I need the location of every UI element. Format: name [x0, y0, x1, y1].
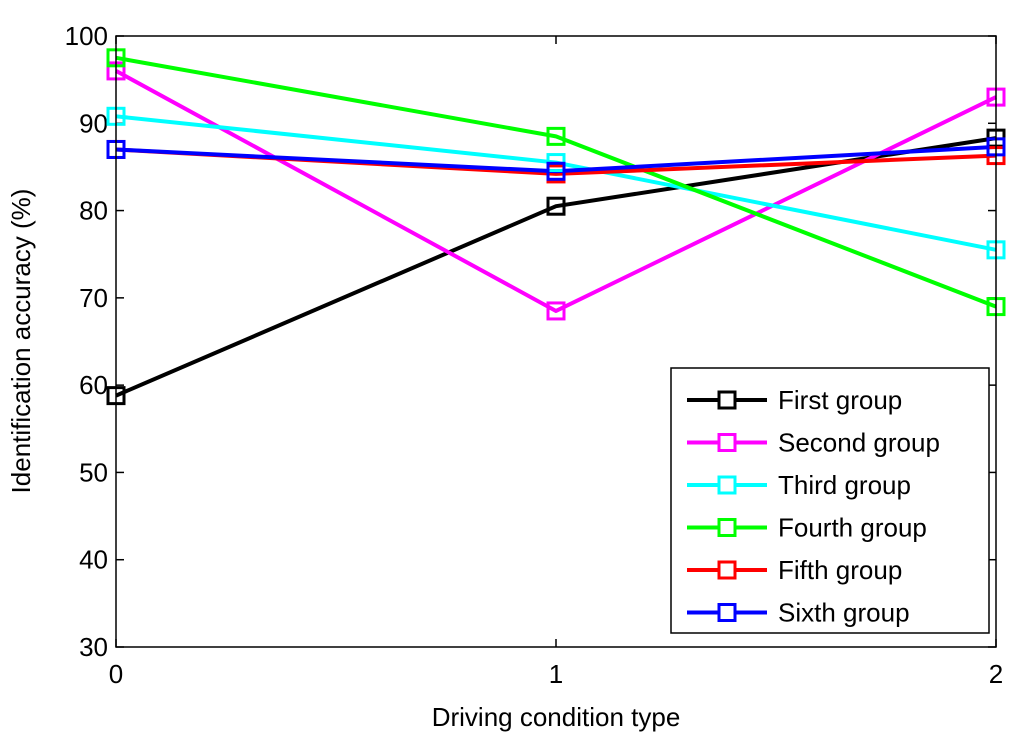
data-point	[546, 301, 566, 321]
legend-label: Fourth group	[778, 513, 927, 543]
legend-label: Second group	[778, 428, 940, 458]
y-tick-label: 30	[79, 632, 108, 662]
legend-marker	[717, 475, 737, 495]
legend-marker	[717, 518, 737, 537]
series-line	[115, 69, 997, 313]
y-tick-label: 40	[79, 545, 108, 575]
legend-label: Third group	[778, 470, 911, 500]
data-point	[546, 196, 566, 216]
y-axis-label: Identification accuracy (%)	[6, 189, 36, 494]
legend-label: Fifth group	[778, 555, 902, 585]
x-tick-label: 0	[109, 659, 123, 689]
legend-box	[670, 367, 990, 634]
legend-label: Sixth group	[778, 598, 910, 628]
legend-marker	[717, 603, 737, 622]
tick-labels: 30 40 50 60 70 80 90 100 0 1 2	[65, 21, 1004, 689]
y-tick-label: 70	[79, 283, 108, 313]
series-line	[115, 55, 997, 309]
legend-marker	[717, 390, 737, 410]
y-tick-label: 60	[79, 370, 108, 400]
plot-frame	[115, 35, 997, 648]
x-tick-label: 2	[989, 659, 1003, 689]
legend-marker	[717, 560, 737, 580]
x-axis-label: Driving condition type	[432, 702, 681, 732]
legend: First group Second group Third group Fourth…	[670, 367, 990, 634]
x-tick-label: 1	[549, 659, 563, 689]
y-tick-label: 80	[79, 196, 108, 226]
data-point	[546, 126, 566, 146]
data-point	[546, 161, 566, 181]
y-tick-label: 90	[79, 108, 108, 138]
legend-label: First group	[778, 385, 902, 415]
y-tick-label: 100	[65, 21, 108, 51]
y-tick-label: 50	[79, 457, 108, 487]
legend-marker	[717, 433, 737, 452]
